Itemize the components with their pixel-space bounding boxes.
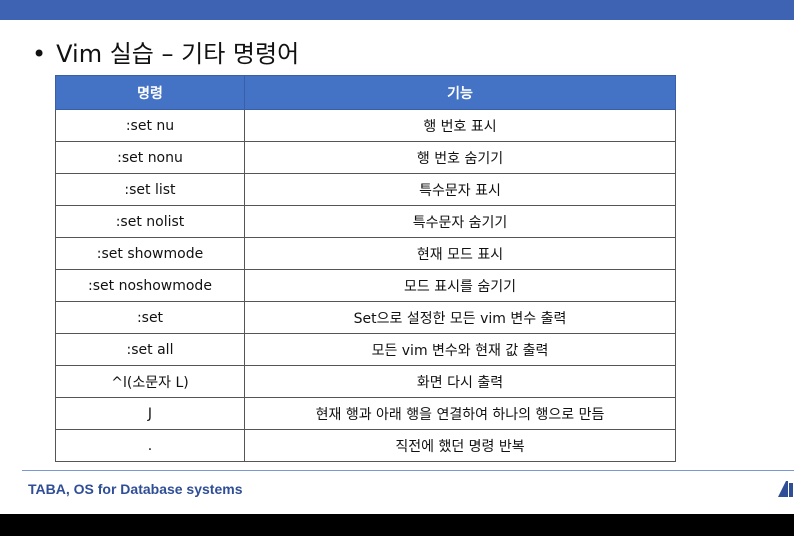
table-row: :set nolist 특수문자 숨기기 bbox=[55, 205, 676, 238]
function-cell: Set으로 설정한 모든 vim 변수 출력 bbox=[244, 301, 676, 334]
command-cell: :set showmode bbox=[55, 237, 245, 270]
header-command: 명령 bbox=[55, 75, 245, 110]
function-cell: 현재 모드 표시 bbox=[244, 237, 676, 270]
table-body: :set nu 행 번호 표시:set nonu 행 번호 숨기기:set list… bbox=[55, 109, 676, 462]
title-banner bbox=[0, 0, 794, 20]
logo-icon bbox=[776, 479, 794, 499]
function-cell: 모드 표시를 숨기기 bbox=[244, 269, 676, 302]
table-row: :set noshowmode 모드 표시를 숨기기 bbox=[55, 269, 676, 302]
command-cell: :set all bbox=[55, 333, 245, 366]
table-row: ^l(소문자 L) 화면 다시 출력 bbox=[55, 365, 676, 398]
command-cell: :set list bbox=[55, 173, 245, 206]
command-cell: :set nonu bbox=[55, 141, 245, 174]
function-cell: 행 번호 표시 bbox=[244, 109, 676, 142]
bottom-bar bbox=[0, 514, 794, 536]
function-cell: 현재 행과 아래 행을 연결하여 하나의 행으로 만듬 bbox=[244, 397, 676, 430]
command-cell: :set nu bbox=[55, 109, 245, 142]
table-row: :set list 특수문자 표시 bbox=[55, 173, 676, 206]
command-cell: :set bbox=[55, 301, 245, 334]
footer-divider bbox=[22, 470, 794, 471]
heading-bullet: • bbox=[32, 40, 47, 68]
function-cell: 행 번호 숨기기 bbox=[244, 141, 676, 174]
table-row: :set nu 행 번호 표시 bbox=[55, 109, 676, 142]
command-cell: :set nolist bbox=[55, 205, 245, 238]
function-cell: 특수문자 숨기기 bbox=[244, 205, 676, 238]
footer-text: TABA, OS for Database systems bbox=[28, 481, 243, 497]
table-row: :set nonu 행 번호 숨기기 bbox=[55, 141, 676, 174]
command-cell: ^l(소문자 L) bbox=[55, 365, 245, 398]
command-cell: :set noshowmode bbox=[55, 269, 245, 302]
table-row: J 현재 행과 아래 행을 연결하여 하나의 행으로 만듬 bbox=[55, 397, 676, 430]
function-cell: 특수문자 표시 bbox=[244, 173, 676, 206]
function-cell: 직전에 했던 명령 반복 bbox=[244, 429, 676, 462]
header-function: 기능 bbox=[244, 75, 676, 110]
function-cell: 모든 vim 변수와 현재 값 출력 bbox=[244, 333, 676, 366]
table-header-row: 명령 기능 bbox=[55, 75, 676, 110]
command-cell: J bbox=[55, 397, 245, 430]
table-row: . 직전에 했던 명령 반복 bbox=[55, 429, 676, 462]
command-table: 명령 기능 :set nu 행 번호 표시:set nonu 행 번호 숨기기:se… bbox=[55, 75, 676, 462]
command-cell: . bbox=[55, 429, 245, 462]
table-row: :set Set으로 설정한 모든 vim 변수 출력 bbox=[55, 301, 676, 334]
table-row: :set all 모든 vim 변수와 현재 값 출력 bbox=[55, 333, 676, 366]
table-row: :set showmode 현재 모드 표시 bbox=[55, 237, 676, 270]
function-cell: 화면 다시 출력 bbox=[244, 365, 676, 398]
heading-text: Vim 실습 – 기타 명령어 bbox=[56, 40, 300, 68]
slide-heading: • Vim 실습 – 기타 명령어 bbox=[32, 34, 299, 69]
